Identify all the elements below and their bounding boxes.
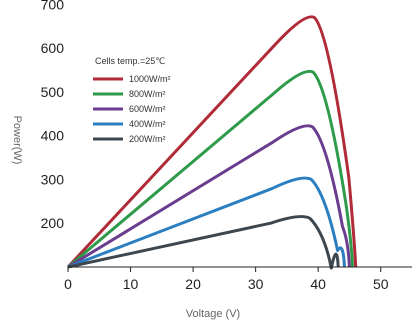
x-tick-label: 10	[123, 276, 139, 292]
legend-label: 200W/m²	[129, 134, 166, 144]
x-tick-layer: 0 10 20 30 40 50	[64, 267, 389, 292]
series-line	[66, 15, 358, 269]
legend-label: 1000W/m²	[129, 74, 171, 84]
y-tick-label: 600	[41, 40, 65, 56]
legend-label: 400W/m²	[129, 119, 166, 129]
x-tick-label: 50	[373, 276, 389, 292]
legend-title: Cells temp.=25℃	[95, 56, 165, 66]
series-layer	[66, 15, 358, 270]
y-tick-label: 300	[41, 171, 65, 187]
x-tick-label: 20	[185, 276, 201, 292]
x-tick-label: 30	[248, 276, 264, 292]
legend: Cells temp.=25℃ 1000W/m² 800W/m² 600W/m² 40…	[93, 56, 171, 144]
x-axis-title: Voltage (V)	[186, 308, 240, 320]
series-line	[67, 69, 355, 269]
y-tick-layer: 200 300 400 500 600 700	[41, 0, 65, 231]
x-tick-label: 0	[64, 276, 72, 292]
y-tick-label: 400	[41, 128, 65, 144]
series-line	[67, 176, 346, 269]
x-tick-label: 40	[310, 276, 326, 292]
series-line	[67, 124, 351, 269]
y-axis-title: Power(W)	[11, 116, 23, 165]
legend-label: 800W/m²	[129, 89, 166, 99]
y-tick-label: 500	[41, 84, 65, 100]
legend-label: 600W/m²	[129, 104, 166, 114]
series-line	[67, 215, 340, 270]
y-tick-label: 700	[41, 0, 65, 12]
y-tick-label: 200	[41, 215, 65, 231]
